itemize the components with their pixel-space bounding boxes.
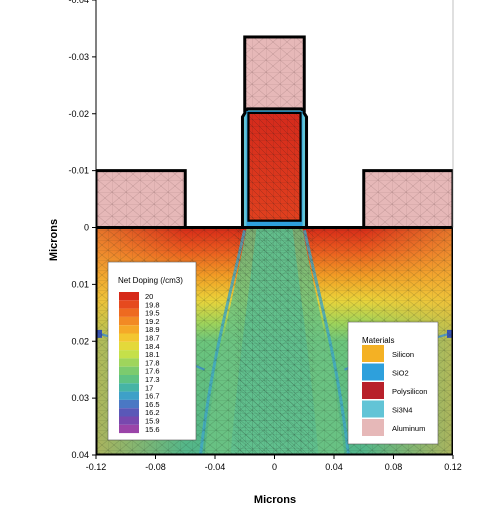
x-tick-label: -0.04 [205, 462, 226, 472]
y-tick-label: -0.03 [68, 52, 89, 62]
doping-swatch [119, 308, 139, 317]
doping-swatch [119, 316, 139, 326]
doping-swatch [119, 350, 139, 359]
material-swatch [362, 382, 384, 399]
doping-level-label: 18.7 [145, 334, 160, 343]
doping-level-label: 16.5 [145, 400, 160, 409]
materials-legend-title: Materials [362, 336, 394, 345]
doping-swatch [119, 366, 139, 375]
doping-level-label: 19.5 [145, 309, 160, 318]
doping-level-label: 19.8 [145, 300, 160, 309]
doping-swatch [119, 416, 139, 425]
material-label: Silicon [392, 350, 414, 359]
material-swatch [362, 400, 384, 418]
drain-contact-mesh [363, 170, 453, 228]
y-tick-label: 0.04 [71, 450, 89, 460]
doping-swatch [119, 300, 139, 309]
material-swatch [362, 345, 384, 362]
materials-legend: Materials Silicon SiO2 Polysilicon Si3N4 Alu… [347, 321, 439, 445]
doping-level-label: 20 [145, 292, 153, 301]
doping-level-label: 17.3 [145, 375, 160, 384]
doping-level-label: 18.1 [145, 350, 160, 359]
doping-swatch [119, 292, 139, 301]
doping-level-label: 17.8 [145, 358, 160, 367]
material-label: Aluminum [392, 424, 425, 433]
y-tick-label: 0.03 [71, 393, 89, 403]
x-tick-label: -0.08 [145, 462, 166, 472]
y-tick-label: -0.02 [68, 109, 89, 119]
doping-swatch [119, 358, 139, 367]
doping-swatch [119, 424, 139, 434]
doping-swatch [119, 333, 139, 342]
doping-level-label: 18.4 [145, 342, 160, 351]
polysilicon-outline [247, 111, 302, 222]
doping-level-label: 16.2 [145, 408, 160, 417]
doping-swatch [119, 399, 139, 409]
doping-level-label: 19.2 [145, 317, 160, 326]
channel-mesh [234, 227, 315, 455]
source-contact-mesh [96, 170, 186, 228]
y-axis-title: Microns [48, 219, 60, 261]
doping-level-label: 17.6 [145, 367, 160, 376]
y-tick-label: -0.04 [68, 0, 89, 5]
material-label: Si3N4 [392, 406, 412, 415]
doping-swatch [119, 375, 139, 384]
doping-level-label: 15.6 [145, 425, 160, 434]
x-tick-label: 0.12 [444, 462, 462, 472]
x-tick-label: -0.12 [86, 462, 107, 472]
y-tick-label: -0.01 [68, 166, 89, 176]
material-swatch [362, 419, 384, 436]
gate-contact-mesh [244, 36, 305, 111]
doping-swatch [119, 325, 139, 334]
axes: -0.12 -0.08 -0.04 0 0.04 0.08 0.12 -0.04 -0.03 -0… [68, 0, 462, 472]
x-tick-label: 0.08 [385, 462, 403, 472]
substrate-outline [96, 226, 453, 455]
doping-level-label: 17 [145, 383, 153, 392]
x-axis-title: Microns [254, 494, 296, 506]
doping-level-label: 15.9 [145, 417, 160, 426]
doping-level-label: 16.7 [145, 392, 160, 401]
y-tick-label: 0.02 [71, 336, 89, 346]
doping-swatch [119, 341, 139, 351]
doping-swatch [119, 391, 139, 400]
material-label: Polysilicon [392, 387, 427, 396]
net-doping-legend: Net Doping (/cm3) 2019.819.519.218.918.7… [107, 261, 197, 441]
doping-swatch [119, 383, 139, 392]
polysilicon-mesh [248, 112, 301, 221]
material-label: SiO2 [392, 369, 409, 378]
material-swatch [362, 363, 384, 381]
x-tick-label: 0.04 [325, 462, 343, 472]
doping-swatch [119, 408, 139, 417]
net-doping-legend-title: Net Doping (/cm3) [118, 276, 183, 285]
y-tick-label: 0.01 [71, 279, 89, 289]
doping-level-label: 18.9 [145, 325, 160, 334]
x-tick-label: 0 [272, 462, 277, 472]
y-tick-label: 0 [84, 223, 89, 233]
